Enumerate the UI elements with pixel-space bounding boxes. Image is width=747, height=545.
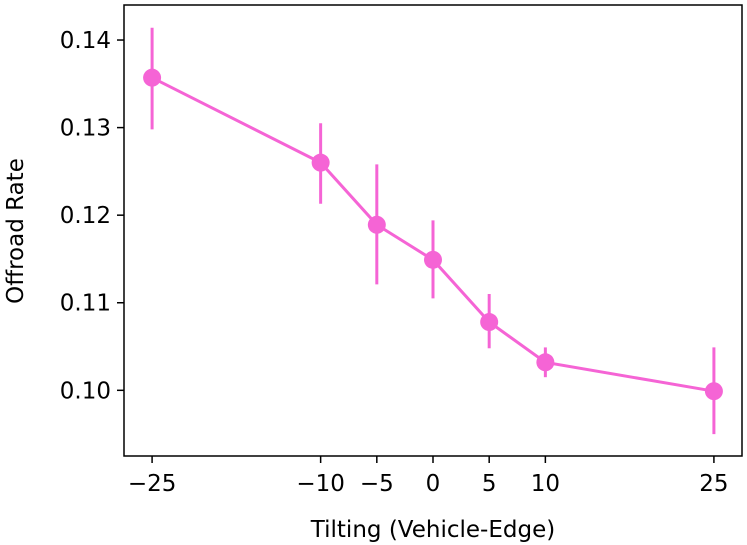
- y-axis-label: Offroad Rate: [3, 158, 29, 304]
- x-tick-label: −10: [296, 471, 345, 497]
- x-tick-label: 10: [531, 471, 560, 497]
- data-point: [480, 313, 499, 332]
- y-tick-label: 0.12: [60, 203, 111, 229]
- data-point: [424, 250, 442, 269]
- data-point: [704, 382, 723, 401]
- y-tick-label: 0.13: [60, 116, 111, 142]
- x-axis-label: Tilting (Vehicle-Edge): [310, 517, 555, 543]
- x-axis-ticks: −25 −10 −5 0 5 10 25: [128, 456, 729, 497]
- y-tick-label: 0.11: [60, 291, 111, 317]
- data-point: [367, 215, 386, 234]
- x-tick-label: 5: [482, 471, 497, 497]
- y-axis-ticks: 0.10 0.11 0.12 0.13 0.14: [60, 28, 124, 404]
- x-tick-label: 25: [699, 471, 728, 497]
- plot-area: [143, 27, 723, 435]
- x-tick-label: −5: [360, 471, 394, 497]
- data-point: [536, 353, 555, 372]
- y-tick-label: 0.10: [60, 378, 111, 404]
- data-point: [143, 68, 162, 87]
- x-tick-label: 0: [426, 471, 441, 497]
- y-tick-label: 0.14: [60, 28, 111, 54]
- data-point: [311, 153, 330, 172]
- x-tick-label: −25: [128, 471, 177, 497]
